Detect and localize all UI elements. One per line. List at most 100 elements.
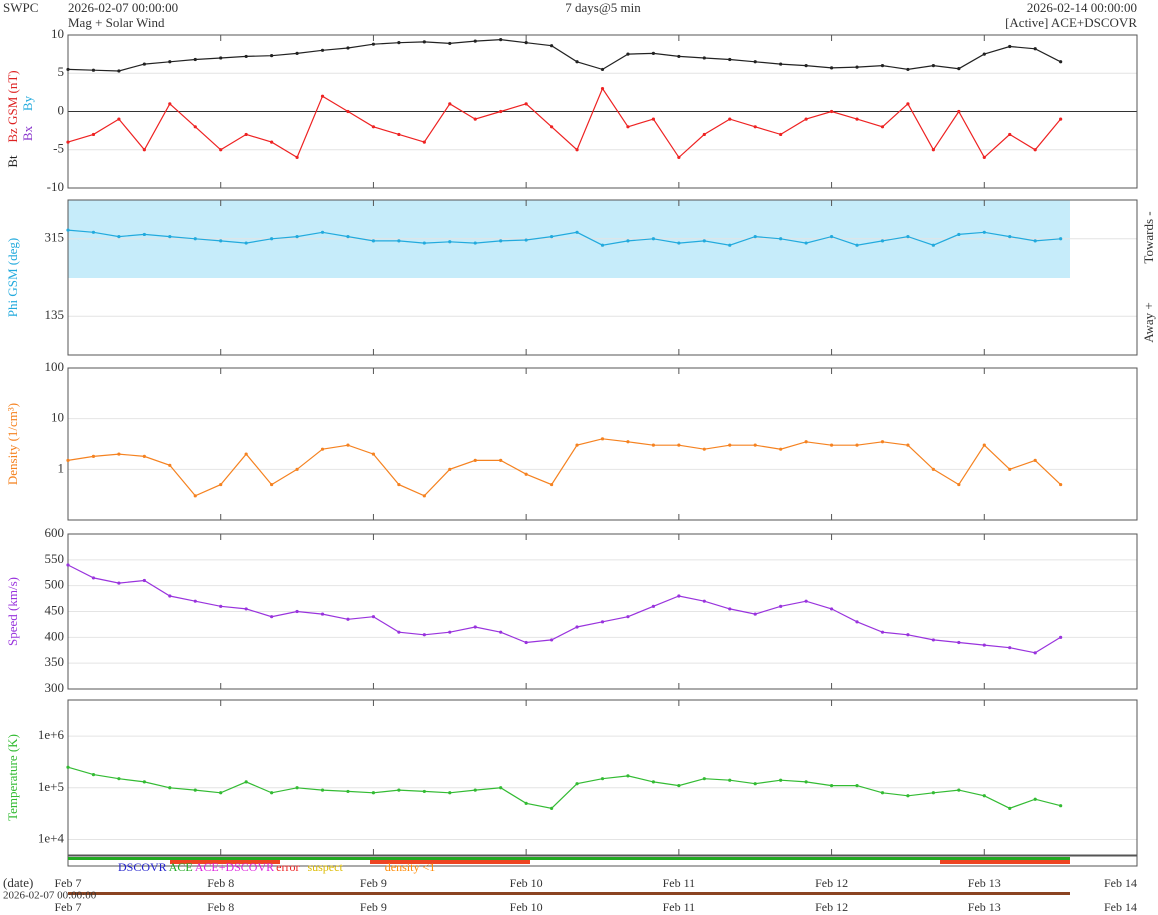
data-point <box>651 237 656 241</box>
x-tick-label: Feb 13 <box>968 876 1001 890</box>
data-point <box>549 806 554 810</box>
data-point <box>906 102 910 106</box>
y-tick-label: 315 <box>45 230 65 245</box>
data-point <box>168 102 172 106</box>
data-point <box>651 780 656 784</box>
data-point <box>270 791 274 795</box>
data-point <box>346 443 350 447</box>
data-point <box>1008 132 1012 137</box>
data-point <box>397 482 401 487</box>
data-point <box>422 633 426 637</box>
data-point <box>600 777 605 781</box>
data-point <box>66 765 70 769</box>
status-bar <box>370 860 530 864</box>
data-point <box>193 125 197 129</box>
data-point <box>575 148 579 152</box>
data-point <box>91 132 96 137</box>
data-point <box>1033 148 1037 152</box>
component-label: By <box>20 95 35 111</box>
data-point <box>855 443 859 447</box>
data-point <box>295 51 299 55</box>
data-point <box>499 458 503 463</box>
data-point <box>142 232 146 237</box>
data-point <box>346 109 350 114</box>
data-point <box>982 52 986 56</box>
data-point <box>346 789 350 794</box>
data-point <box>880 64 885 68</box>
component-label: Bx <box>20 125 35 141</box>
data-point <box>397 239 401 243</box>
data-point <box>626 774 630 778</box>
data-point <box>600 67 605 72</box>
data-point <box>142 62 146 66</box>
data-point <box>677 241 681 245</box>
data-point <box>931 148 935 152</box>
data-point <box>168 594 172 598</box>
data-point <box>728 117 732 121</box>
series-line <box>67 438 1062 497</box>
data-point <box>499 109 503 114</box>
series-line <box>67 766 1061 809</box>
panel-frame <box>67 34 1138 189</box>
data-point <box>117 777 121 781</box>
date-start: 2026-02-07 00:00:00 <box>3 890 97 902</box>
data-point <box>270 482 274 487</box>
data-point <box>677 443 681 447</box>
data-point <box>957 232 961 237</box>
status-legend: ACE+DSCOVR <box>195 860 274 874</box>
y-axis-label: Bz GSM (nT) <box>5 70 20 142</box>
data-point <box>906 234 910 239</box>
data-point <box>1033 458 1037 463</box>
data-point <box>779 62 783 66</box>
data-point <box>66 458 70 463</box>
data-point <box>422 140 426 144</box>
y-tick-label: 600 <box>45 525 65 540</box>
x-tick-label: Feb 7 <box>55 900 82 914</box>
data-point <box>702 447 706 451</box>
series-line <box>67 229 1061 246</box>
x-tick-label: Feb 12 <box>815 876 848 890</box>
y-tick-label: -10 <box>47 179 64 194</box>
data-point <box>1059 60 1063 64</box>
data-point <box>244 452 248 456</box>
data-point <box>957 482 961 487</box>
status-bar <box>940 860 1070 864</box>
data-point <box>499 239 503 243</box>
data-point <box>626 52 630 56</box>
data-point <box>320 230 325 234</box>
data-point <box>117 452 121 456</box>
y-tick-label: 1e+5 <box>38 779 64 794</box>
data-point <box>804 241 808 245</box>
data-point <box>473 39 477 43</box>
data-point <box>702 132 706 137</box>
y-tick-label: 135 <box>45 307 65 322</box>
data-point <box>982 230 986 234</box>
data-point <box>829 443 834 447</box>
data-point <box>1059 482 1063 487</box>
data-point <box>906 633 910 637</box>
data-point <box>804 117 808 121</box>
data-point <box>957 640 961 645</box>
y-axis-label: Phi GSM (deg) <box>5 238 20 317</box>
status-legend: density <1 <box>385 860 435 874</box>
data-point <box>168 786 172 790</box>
x-tick-label: Feb 10 <box>510 876 543 890</box>
data-point <box>91 68 96 72</box>
data-point <box>702 777 706 781</box>
x-tick-label: Feb 13 <box>968 900 1001 914</box>
data-point <box>346 46 350 50</box>
data-point <box>219 791 223 795</box>
data-point <box>677 155 681 159</box>
data-point <box>957 67 961 71</box>
data-point <box>66 140 70 144</box>
data-point <box>142 454 146 458</box>
data-point <box>168 463 172 467</box>
data-point <box>931 64 935 68</box>
data-point <box>371 125 376 129</box>
data-point <box>855 620 859 624</box>
end-time: 2026-02-14 00:00:00 <box>1027 0 1137 15</box>
data-point <box>219 56 223 60</box>
data-point <box>728 607 732 611</box>
data-point <box>931 467 935 471</box>
data-point <box>117 581 121 585</box>
